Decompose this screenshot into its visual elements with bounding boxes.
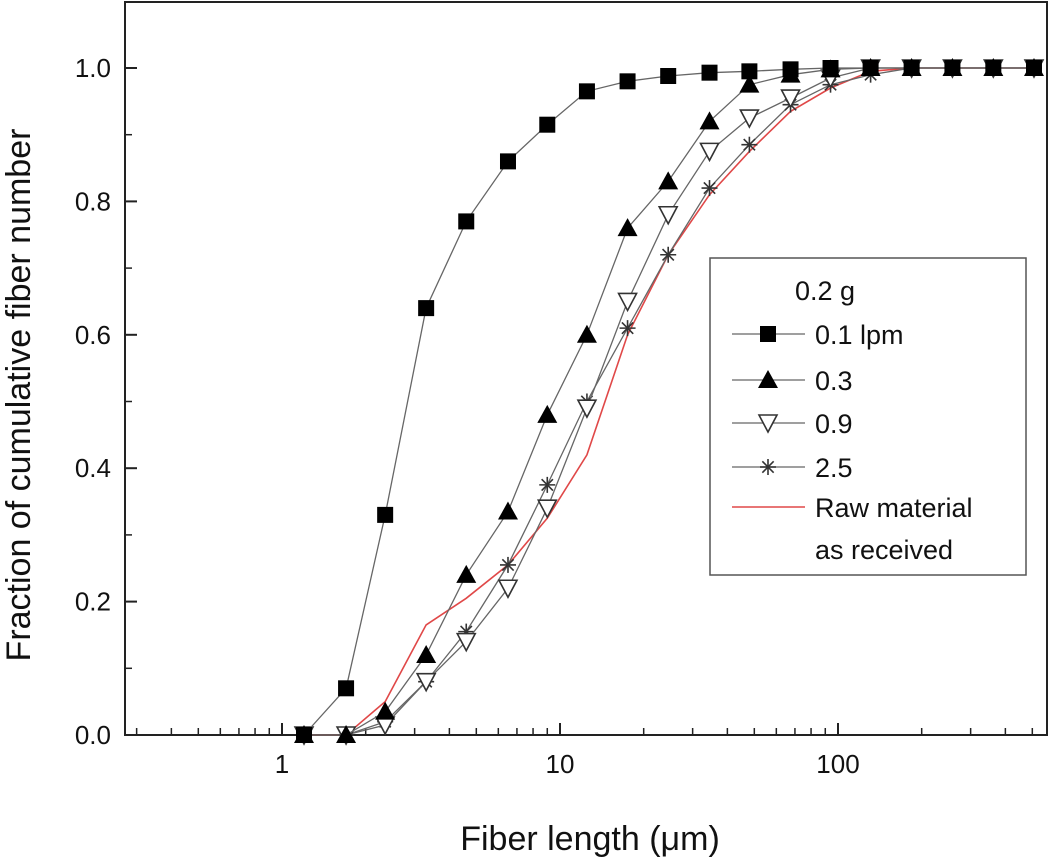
data-point	[536, 499, 558, 519]
legend-item: 0.1 lpm	[732, 320, 904, 350]
legend-marker	[758, 370, 778, 388]
data-point	[619, 320, 636, 337]
y-tick-label: 0.6	[75, 320, 111, 350]
y-tick-label: 1.0	[75, 53, 111, 83]
legend-item: Raw material as received	[732, 493, 973, 565]
data-point	[660, 246, 677, 263]
data-point	[375, 701, 396, 720]
x-tick-label: 1	[275, 749, 289, 779]
legend-title: 0.2 g	[795, 276, 855, 306]
x-tick-label: 100	[816, 749, 859, 779]
legend-marker	[757, 414, 779, 434]
data-point	[699, 142, 720, 163]
data-point	[296, 727, 313, 743]
data-point	[418, 300, 435, 317]
legend-marker	[760, 326, 776, 342]
data-point	[741, 136, 758, 153]
data-point	[576, 324, 597, 343]
data-point	[985, 60, 1002, 76]
data-point	[782, 61, 799, 78]
data-point	[578, 83, 595, 100]
data-point	[617, 292, 638, 313]
data-point	[862, 60, 879, 76]
legend-label: as received	[815, 535, 953, 565]
legend-item: 0.9	[732, 409, 853, 439]
plot-frame	[124, 1, 1048, 736]
data-point	[336, 725, 357, 743]
data-point	[699, 111, 720, 130]
legend-box	[709, 257, 1027, 576]
y-tick-label: 0.8	[75, 186, 111, 216]
legend-label: 0.3	[815, 366, 853, 396]
data-point	[701, 64, 718, 81]
data-point	[739, 74, 760, 93]
data-point	[739, 109, 760, 129]
y-axis-title: Fraction of cumulative fiber number	[0, 129, 38, 662]
data-point	[377, 506, 394, 523]
data-point	[617, 218, 638, 237]
data-point	[1025, 60, 1042, 76]
data-point	[456, 564, 477, 583]
data-point	[741, 63, 758, 80]
data-point	[619, 73, 636, 90]
x-tick-label: 10	[546, 749, 575, 779]
data-point	[660, 68, 677, 85]
legend-label: 2.5	[815, 453, 853, 483]
data-point	[780, 89, 801, 109]
data-point	[455, 632, 477, 653]
data-point	[415, 672, 437, 693]
data-point	[539, 476, 556, 493]
x-axis-title: Fiber length (μm)	[460, 820, 720, 858]
data-point	[497, 501, 518, 520]
data-point	[822, 60, 839, 76]
data-point	[537, 404, 558, 423]
data-point	[458, 213, 475, 230]
data-point	[499, 556, 516, 573]
legend-item: 2.5	[732, 453, 853, 483]
legend-marker	[760, 459, 776, 475]
data-point	[497, 579, 519, 599]
data-point	[658, 171, 679, 190]
data-point	[903, 60, 920, 76]
legend-label: 0.9	[815, 409, 853, 439]
data-point	[539, 116, 556, 133]
y-tick-label: 0.4	[75, 453, 111, 483]
y-tick-label: 0.2	[75, 587, 111, 617]
data-point	[499, 153, 516, 170]
legend-label: Raw material	[815, 493, 973, 523]
series-0	[296, 60, 1042, 743]
legend-label: 0.1 lpm	[815, 320, 904, 350]
data-point	[701, 180, 718, 197]
data-point	[576, 399, 598, 419]
data-point	[416, 644, 437, 663]
data-point	[657, 205, 679, 226]
data-point	[338, 680, 355, 697]
y-tick-label: 0.0	[75, 720, 111, 750]
legend: 0.2 g 0.1 lpm 0.3 0.9 2.5 Raw material as rec…	[709, 257, 1027, 576]
legend-item: 0.3	[732, 366, 853, 396]
data-point	[944, 60, 961, 76]
